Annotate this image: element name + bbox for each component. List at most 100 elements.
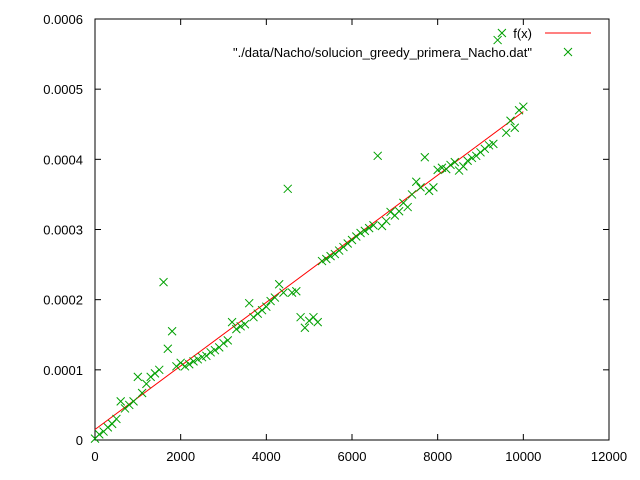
legend-label: f(x) <box>513 26 532 41</box>
data-point <box>518 102 528 112</box>
data-point <box>206 347 216 357</box>
data-point <box>339 242 348 252</box>
data-point <box>184 359 194 369</box>
data-point <box>244 298 254 308</box>
data-point <box>373 151 383 161</box>
data-point <box>266 296 275 306</box>
x-tick-label: 0 <box>91 449 98 464</box>
data-point <box>351 232 361 241</box>
data-point <box>94 430 104 439</box>
data-point <box>411 177 421 187</box>
data-point <box>463 156 473 166</box>
data-point <box>480 144 490 154</box>
data-point <box>476 147 485 157</box>
data-point <box>497 28 507 38</box>
data-point <box>146 372 156 382</box>
data-point <box>223 336 233 345</box>
data-point <box>343 239 353 248</box>
data-point <box>193 354 203 364</box>
x-tick-label: 8000 <box>423 449 452 464</box>
x-tick-label: 12000 <box>591 449 627 464</box>
data-point <box>227 317 237 327</box>
data-point <box>394 206 404 216</box>
data-point <box>270 293 280 302</box>
data-point <box>317 256 327 266</box>
y-tick-label: 0.0001 <box>43 363 83 378</box>
y-tick-label: 0.0005 <box>43 82 83 97</box>
data-point <box>446 160 455 170</box>
data-point <box>420 152 430 162</box>
data-point <box>313 317 323 327</box>
data-point <box>231 324 241 334</box>
legend-marker-swatch <box>563 47 573 57</box>
data-point <box>369 220 378 230</box>
data-point <box>202 351 211 361</box>
data-point <box>133 372 143 382</box>
data-point <box>137 388 147 398</box>
data-point <box>514 105 524 115</box>
data-point <box>347 235 357 245</box>
data-point <box>180 361 190 371</box>
data-point <box>249 312 258 322</box>
data-point <box>450 157 460 167</box>
x-tick-label: 10000 <box>505 449 541 464</box>
data-point <box>253 309 263 319</box>
data-point <box>296 312 305 322</box>
data-point <box>189 357 198 366</box>
data-point <box>433 165 443 175</box>
data-point <box>467 153 477 163</box>
data-point <box>154 365 164 375</box>
data-point <box>326 251 335 261</box>
data-point <box>120 404 130 413</box>
data-point <box>424 186 434 196</box>
data-point <box>172 361 181 371</box>
data-point <box>116 397 126 406</box>
data-point <box>112 414 121 424</box>
data-point <box>506 116 515 126</box>
data-point <box>488 139 498 149</box>
data-point <box>283 184 293 194</box>
data-point <box>304 316 314 326</box>
series-layer <box>90 28 528 443</box>
y-tick-label: 0.0006 <box>43 12 83 27</box>
data-point <box>321 254 331 264</box>
data-point <box>459 161 468 171</box>
data-point <box>356 228 365 238</box>
data-point <box>471 151 481 161</box>
data-point <box>257 305 267 315</box>
data-point <box>279 288 288 298</box>
y-tick-label: 0.0002 <box>43 293 83 308</box>
y-tick-label: 0.0004 <box>43 152 83 167</box>
data-point <box>407 190 417 199</box>
data-point <box>300 323 310 333</box>
data-point <box>167 326 177 336</box>
data-point <box>386 207 395 217</box>
data-point <box>291 286 301 296</box>
data-point <box>210 345 220 355</box>
y-tick-label: 0 <box>76 433 83 448</box>
data-point <box>103 423 113 432</box>
x-tick-label: 6000 <box>338 449 367 464</box>
legend: f(x) "./data/Nacho/solucion_greedy_primer… <box>233 26 591 60</box>
data-point <box>501 128 511 138</box>
data-point <box>334 246 344 255</box>
data-point <box>219 338 228 348</box>
legend-label: "./data/Nacho/solucion_greedy_primera_Na… <box>233 45 532 60</box>
data-point <box>124 400 134 410</box>
data-point <box>261 302 271 312</box>
data-point <box>159 277 168 287</box>
data-point <box>236 321 245 331</box>
data-point <box>493 35 502 45</box>
x-tick-label: 4000 <box>252 449 281 464</box>
axis-ticks: 0 2000 4000 6000 8000 10000 12000 0 0.0001 0.0002… <box>43 12 627 464</box>
data-point <box>381 216 391 226</box>
data-point <box>429 183 438 192</box>
x-tick-label: 2000 <box>166 449 195 464</box>
data-point <box>176 358 186 368</box>
y-tick-label: 0.0003 <box>43 223 83 238</box>
data-point <box>274 279 284 289</box>
data-point <box>364 223 374 233</box>
data-point <box>240 319 250 329</box>
